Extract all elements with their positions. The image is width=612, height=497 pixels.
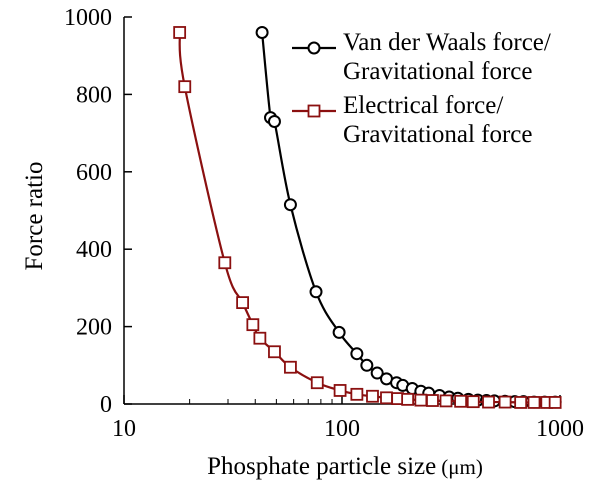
data-point — [267, 114, 281, 128]
series-layer — [173, 25, 562, 409]
data-point — [253, 331, 267, 345]
data-point — [366, 389, 379, 403]
y-tick-label: 600 — [76, 160, 112, 186]
data-point — [333, 384, 347, 397]
x-axis-title: Phosphate particle size (μm) — [207, 453, 483, 480]
data-point — [439, 394, 453, 408]
y-tick-label: 1000 — [64, 5, 112, 31]
data-point — [454, 394, 468, 408]
data-point — [332, 325, 346, 339]
x-tick-label: 1000 — [536, 416, 584, 442]
ticks: 0 200 400 600 800 1000 10 100 1000 — [64, 5, 584, 442]
data-point — [380, 391, 393, 405]
data-point — [482, 395, 495, 409]
data-point — [310, 376, 324, 390]
data-point — [246, 318, 260, 332]
data-point — [350, 387, 364, 401]
data-point — [283, 198, 297, 212]
series-line — [178, 32, 556, 404]
legend-entry: Electrical force/Gravitational force — [292, 92, 533, 148]
y-axis-title: Force ratio — [21, 162, 48, 271]
x-tick-label: 10 — [112, 416, 136, 442]
series-square — [173, 26, 562, 409]
series-line — [261, 32, 556, 404]
data-point — [218, 256, 232, 270]
data-point — [370, 366, 384, 380]
legend-label: Gravitational force — [343, 58, 533, 85]
y-tick-label: 0 — [100, 392, 112, 418]
y-tick-label: 200 — [76, 315, 112, 341]
data-point — [401, 392, 415, 406]
data-point — [466, 395, 480, 409]
y-tick-label: 400 — [76, 237, 112, 263]
data-point — [414, 393, 428, 407]
data-point — [548, 396, 562, 409]
legend-marker — [307, 104, 321, 118]
data-point — [426, 394, 439, 407]
data-point — [173, 26, 187, 39]
legend-label: Electrical force/ — [343, 92, 503, 119]
data-point — [284, 360, 297, 374]
legend-label: Gravitational force — [343, 121, 533, 148]
data-point — [360, 358, 374, 372]
legend-entry: Van der Waals force/Gravitational force — [292, 29, 551, 85]
y-tick-label: 800 — [76, 82, 112, 108]
data-point — [498, 395, 512, 409]
data-point — [514, 396, 528, 409]
data-point — [350, 347, 364, 361]
legend: Van der Waals force/Gravitational forceE… — [292, 29, 551, 148]
data-point — [268, 345, 281, 359]
data-point — [527, 396, 541, 409]
data-point — [236, 296, 250, 310]
legend-marker — [307, 41, 321, 55]
data-point — [255, 25, 269, 39]
legend-label: Van der Waals force/ — [343, 29, 551, 56]
data-point — [178, 80, 192, 94]
data-point — [309, 285, 323, 299]
x-tick-label: 100 — [324, 416, 360, 442]
